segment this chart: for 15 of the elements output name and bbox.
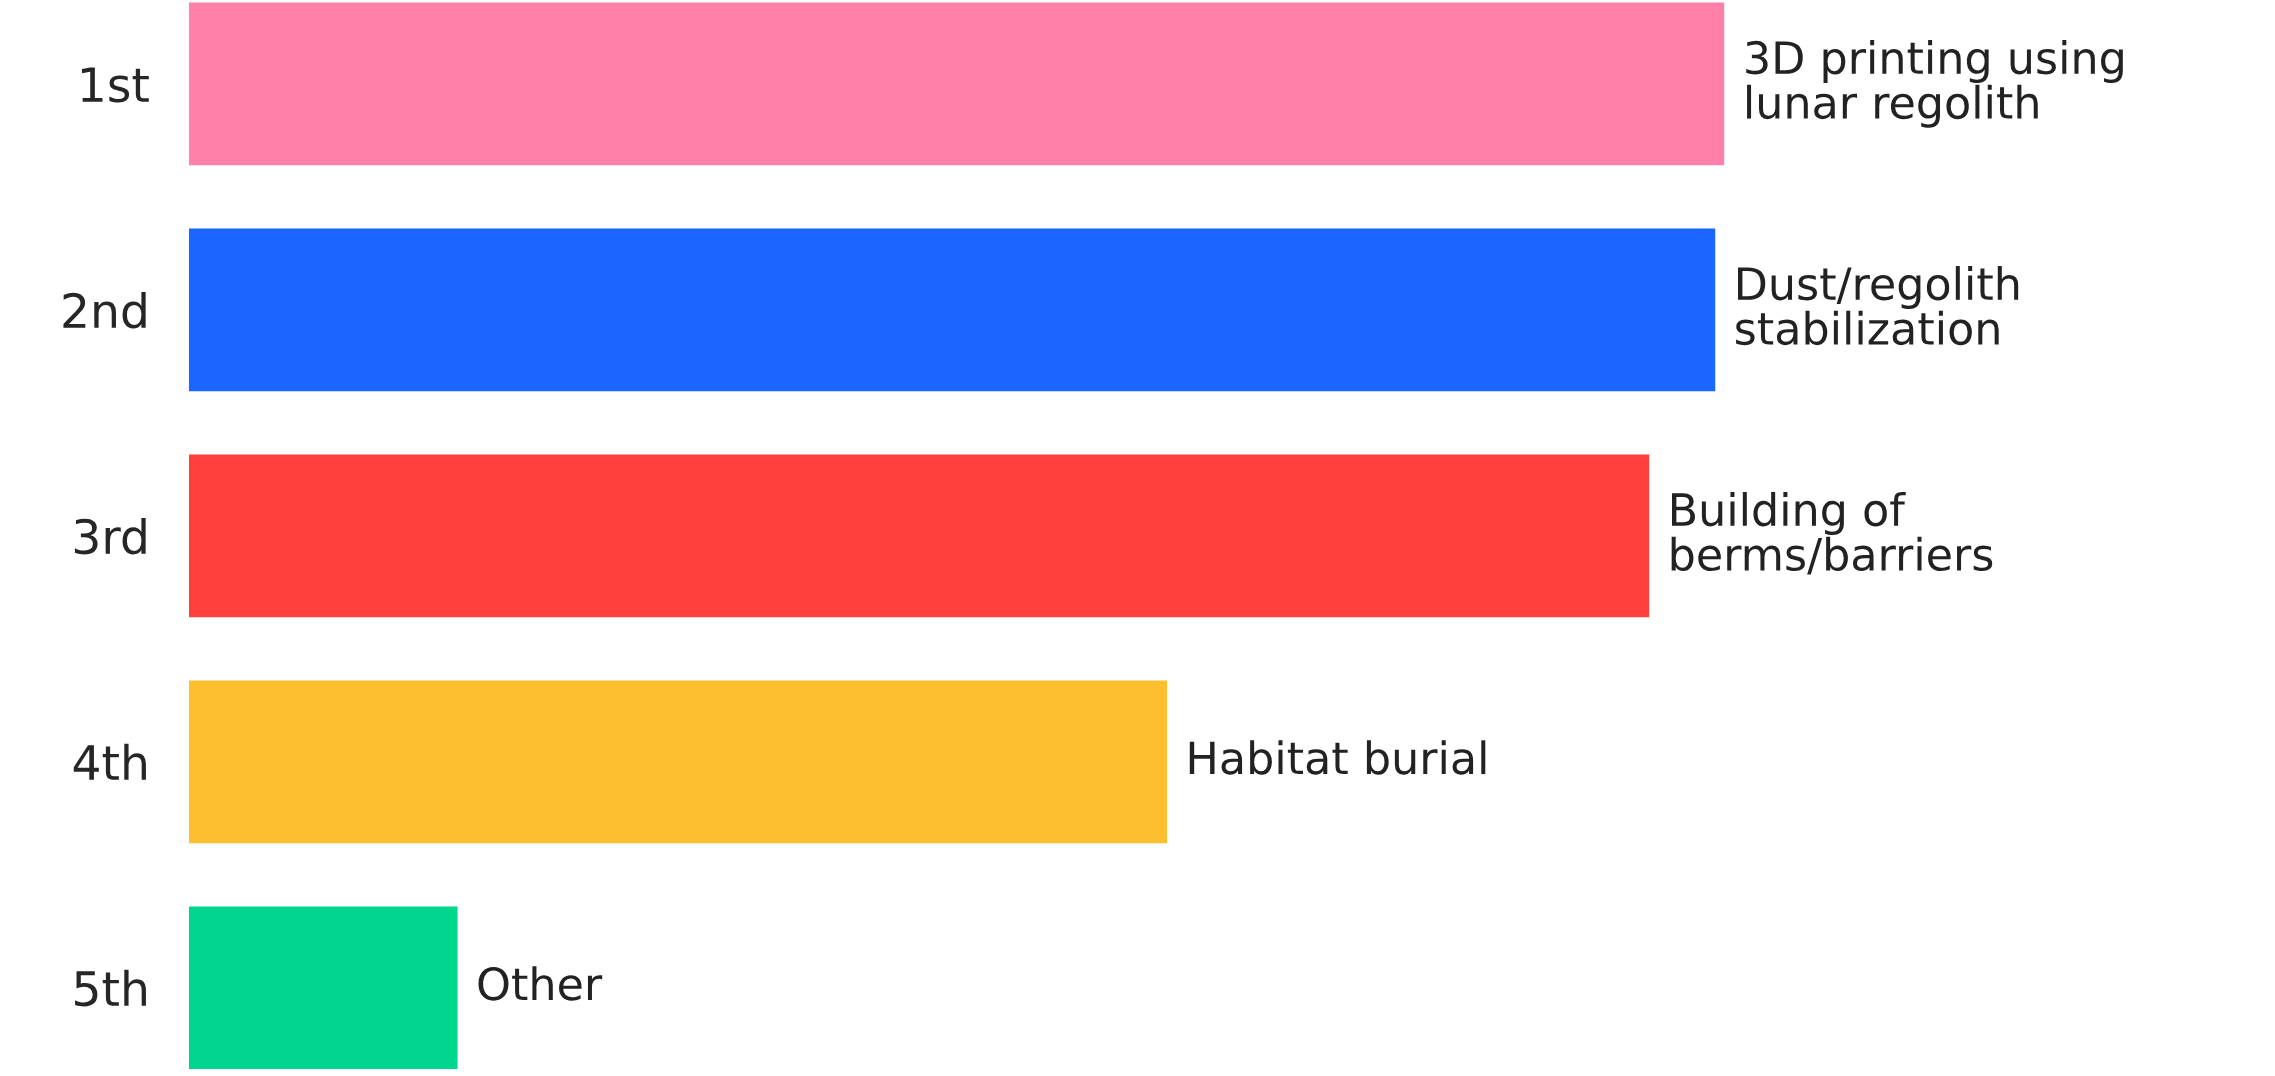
annotation: Dust/regolith stabilization (1736, 266, 2019, 346)
annotation: Habitat burial (1189, 740, 1486, 775)
y-tick-label: 2nd (63, 291, 146, 329)
annotation: Building of berms/barriers (1671, 491, 1993, 575)
y-tick-label: 3rd (74, 517, 146, 555)
y-tick-label: 5th (75, 969, 146, 1007)
bar (188, 454, 1650, 618)
y-tick-label: 4th (73, 743, 146, 780)
bar (188, 680, 1168, 844)
bar (188, 228, 1716, 392)
y-tick-label: 1st (81, 67, 149, 103)
annotation: Other (478, 966, 603, 1001)
bar (188, 2, 1725, 166)
annotation: 3D printing using lunar regolith (1746, 40, 2123, 128)
bar (188, 906, 458, 1070)
